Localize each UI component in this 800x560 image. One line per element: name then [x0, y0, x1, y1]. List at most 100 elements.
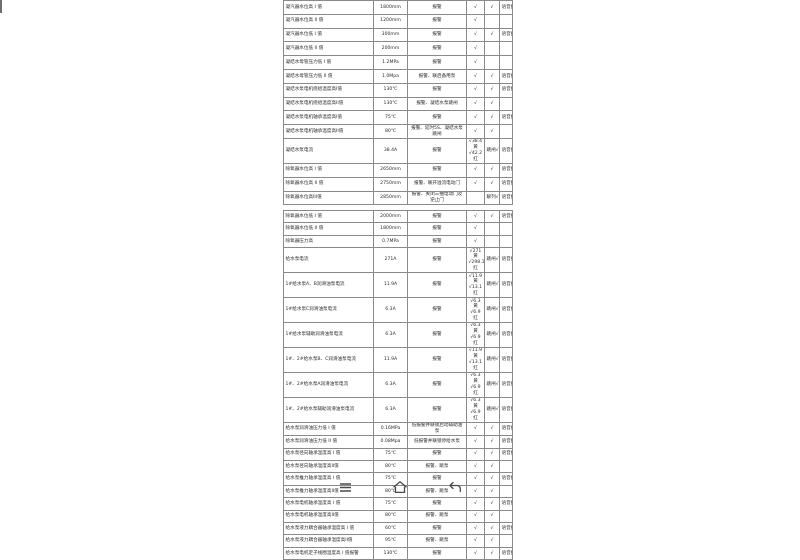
setpoint-value: 80℃: [373, 124, 408, 139]
voice-alarm-mark: 语音报警: [499, 521, 513, 536]
screen-alarm-mark: √: [466, 421, 485, 437]
back-button[interactable]: [446, 478, 464, 496]
menu-button[interactable]: [336, 478, 354, 496]
setpoint-value: 60℃: [373, 521, 408, 536]
param-name: 除氧器水位高 I 值: [283, 162, 374, 178]
setpoint-value: 200mm: [373, 41, 408, 57]
setpoint-value: 1200mm: [373, 13, 408, 29]
trip-mark: [484, 55, 500, 70]
screen-alarm-mark: √: [466, 41, 485, 57]
scroll-edge-artifact: [0, 0, 2, 13]
screen-alarm-mark: √: [466, 68, 485, 84]
action: 报警: [407, 110, 467, 126]
trip-mark: 跳闸√: [484, 321, 500, 348]
trip-mark: 解列√: [484, 190, 500, 206]
trip-mark: √: [484, 82, 500, 98]
table-row: 给水泵推力轴承温度高 I 值75℃报警√√语音报警: [283, 472, 513, 486]
screen-alarm-mark: √: [466, 0, 485, 15]
voice-alarm-mark: 语音报警: [499, 371, 513, 398]
screen-alarm-mark: √: [466, 459, 485, 474]
param-name: 凝结水泵电机轴承温度高II值: [283, 124, 374, 139]
voice-alarm-mark: 语音报警: [499, 546, 513, 560]
voice-alarm-mark: 语音报警: [499, 176, 513, 192]
param-name: 给水泵电机轴承温度高II值: [283, 509, 374, 523]
action: 报警、延时5S、凝结水泵跳闸: [407, 124, 467, 139]
setpoint-value: 1800mm: [373, 0, 408, 15]
voice-alarm-mark: 语音报警: [499, 435, 513, 449]
voice-alarm-mark: 语音报警: [499, 346, 513, 373]
param-name: 凝汽器水位高 II 值: [283, 13, 374, 29]
home-button[interactable]: [391, 478, 409, 496]
voice-alarm-mark: [499, 96, 513, 112]
action: 报警: [407, 321, 467, 348]
action: 报警: [407, 41, 467, 57]
screen-alarm-mark: √: [466, 162, 485, 178]
setpoint-value: 38.4A: [373, 137, 408, 164]
voice-alarm-mark: [499, 459, 513, 474]
param-name: 除氧器水位高 II 值: [283, 176, 374, 192]
setpoint-value: 80℃: [373, 459, 408, 474]
voice-alarm-mark: [499, 124, 513, 139]
param-name: 1#给水泵C润滑油泵电流: [283, 297, 374, 323]
trip-mark: 跳闸√: [484, 297, 500, 323]
screen-alarm-mark: √: [466, 521, 485, 536]
setpoint-value: 2750mm: [373, 176, 408, 192]
trip-mark: √: [484, 176, 500, 192]
param-name: 除氧器水位高III值: [283, 190, 374, 206]
trip-mark: √: [484, 96, 500, 112]
setpoint-value: 2850mm: [373, 190, 408, 206]
action: 报警: [407, 222, 467, 236]
param-name: 除氧器压力高: [283, 234, 374, 249]
back-arrow-icon: [448, 481, 462, 493]
trip-mark: 跳闸√: [484, 346, 500, 373]
table-row: 给水泵径向轴承温度高 I 值75℃报警√√语音报警: [283, 447, 513, 462]
table-row: 给水泵液力耦合器轴承温度高II值 95℃ 报警、跳泵 √ √: [283, 534, 513, 548]
voice-alarm-mark: 语音报警: [499, 396, 513, 423]
setpoint-value: 11.9A: [373, 272, 408, 299]
action: 报警、跳泵: [407, 534, 467, 548]
action: 报警: [407, 297, 467, 323]
trip-mark: 跳闸√: [484, 396, 500, 423]
table-row: 凝汽器水位高 II 值 1200mm 报警 √: [283, 13, 513, 29]
screen-alarm-mark: √6.3黄 √6.9红: [466, 396, 485, 423]
voice-alarm-mark: 语音报警: [499, 321, 513, 348]
trip-mark: [484, 234, 500, 249]
screen-alarm-mark: √11.9黄 √13.1红: [466, 272, 485, 299]
setpoint-value: 271A: [373, 247, 408, 274]
setpoint-value: 6.3A: [373, 396, 408, 423]
setpoint-value: 0.08Mpa: [373, 435, 408, 449]
trip-mark: √: [484, 0, 500, 15]
trip-mark: [484, 41, 500, 57]
screen-alarm-mark: √6.3黄 √6.9红: [466, 321, 485, 348]
setpoint-value: 6.3A: [373, 371, 408, 398]
action: 低报警并联锁停给水泵: [407, 435, 467, 449]
action: 报警: [407, 55, 467, 70]
screen-alarm-mark: √: [466, 435, 485, 449]
screen-alarm-mark: √: [466, 96, 485, 112]
action: 报警: [407, 521, 467, 536]
setpoint-value: 2650mm: [373, 162, 408, 178]
trip-mark: √: [484, 162, 500, 178]
screen-alarm-mark: √11.9黄 √13.1红: [466, 346, 485, 373]
action: 报警: [407, 396, 467, 423]
setpoint-value: 6.3A: [373, 297, 408, 323]
voice-alarm-mark: 语音报警: [499, 272, 513, 299]
screen-alarm-mark: √6.3黄 √6.9红: [466, 371, 485, 398]
trip-mark: 跳闸√: [484, 247, 500, 274]
voice-alarm-mark: 语音报警: [499, 447, 513, 462]
screen-alarm-mark: √38.4黄 √42.2红: [466, 137, 485, 164]
screen-alarm-mark: √: [466, 546, 485, 560]
screen-alarm-mark: √: [466, 222, 485, 236]
action: 报警: [407, 162, 467, 178]
trip-mark: √: [484, 110, 500, 126]
trip-mark: 跳闸√: [484, 272, 500, 299]
param-name: 1#给水泵辅助润滑油泵电流: [283, 321, 374, 348]
